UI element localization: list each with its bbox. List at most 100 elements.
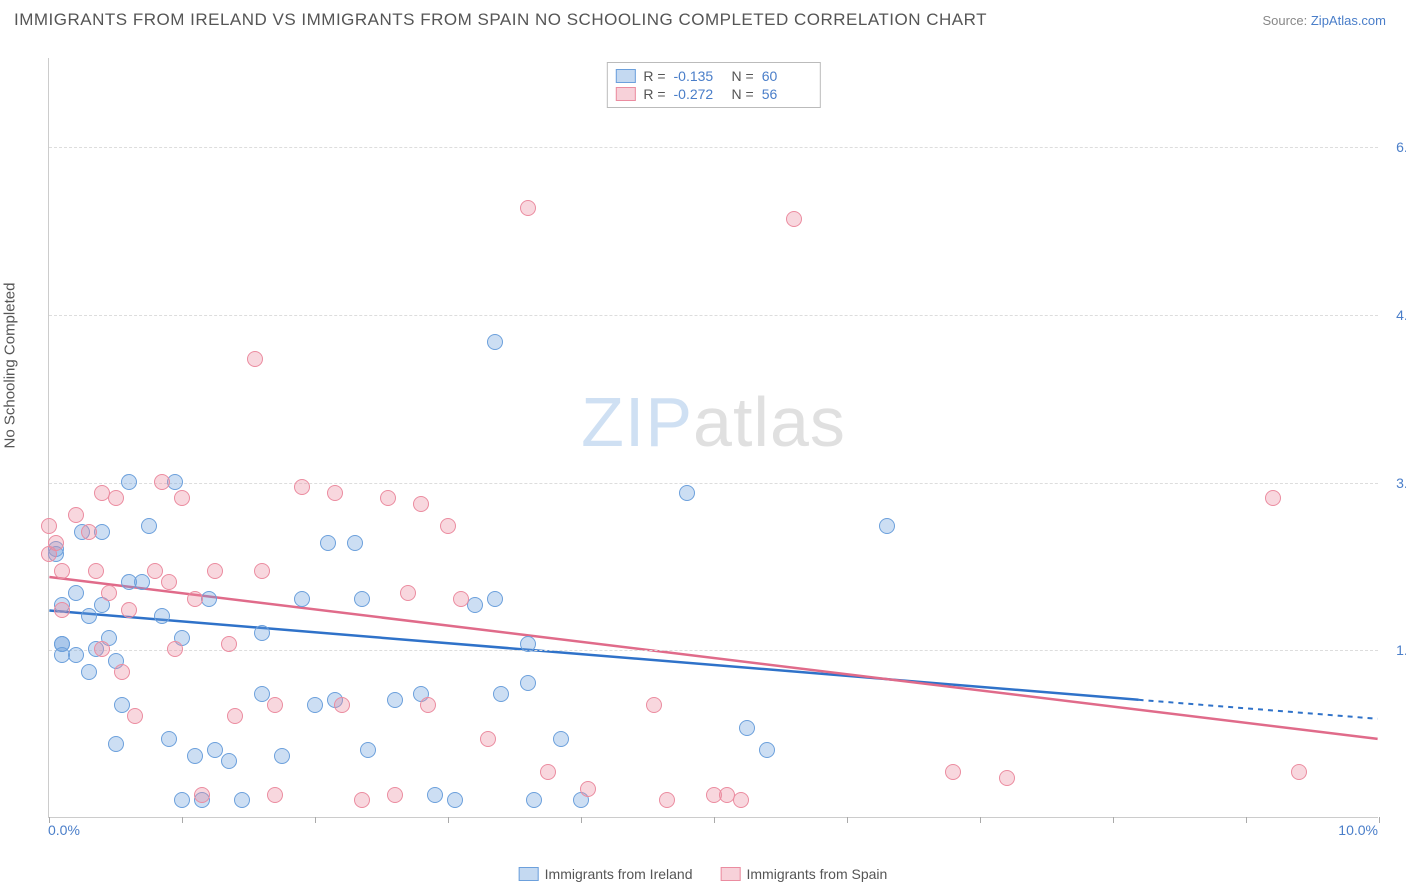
data-point [520, 200, 536, 216]
data-point [487, 334, 503, 350]
data-point [520, 675, 536, 691]
data-point [81, 664, 97, 680]
data-point [194, 787, 210, 803]
series-legend: Immigrants from Ireland Immigrants from … [519, 866, 888, 882]
data-point [294, 479, 310, 495]
data-point [174, 490, 190, 506]
y-axis-title: No Schooling Completed [2, 283, 19, 449]
data-point [121, 602, 137, 618]
data-point [221, 753, 237, 769]
data-point [68, 585, 84, 601]
data-point [646, 697, 662, 713]
data-point [999, 770, 1015, 786]
data-point [739, 720, 755, 736]
data-point [154, 474, 170, 490]
data-point [54, 602, 70, 618]
data-point [347, 535, 363, 551]
chart-title: IMMIGRANTS FROM IRELAND VS IMMIGRANTS FR… [14, 10, 987, 30]
data-point [267, 697, 283, 713]
data-point [945, 764, 961, 780]
data-point [360, 742, 376, 758]
data-point [580, 781, 596, 797]
data-point [420, 697, 436, 713]
data-point [1265, 490, 1281, 506]
data-point [254, 686, 270, 702]
data-point [134, 574, 150, 590]
data-point [161, 574, 177, 590]
source-label: Source: ZipAtlas.com [1262, 13, 1386, 28]
y-tick-label: 6.0% [1396, 139, 1406, 155]
source-link[interactable]: ZipAtlas.com [1311, 13, 1386, 28]
gridline [49, 483, 1378, 484]
y-tick-label: 3.0% [1396, 475, 1406, 491]
data-point [659, 792, 675, 808]
data-point [94, 641, 110, 657]
data-point [733, 792, 749, 808]
data-point [41, 518, 57, 534]
data-point [167, 641, 183, 657]
data-point [154, 608, 170, 624]
trend-line [49, 611, 1138, 700]
data-point [48, 535, 64, 551]
trend-line [49, 577, 1377, 739]
data-point [68, 507, 84, 523]
data-point [520, 636, 536, 652]
data-point [679, 485, 695, 501]
data-point [121, 474, 137, 490]
scatter-chart: ZIPatlas R = -0.135 N = 60 R = -0.272 N … [48, 58, 1378, 818]
data-point [354, 591, 370, 607]
data-point [254, 625, 270, 641]
data-point [68, 647, 84, 663]
data-point [81, 524, 97, 540]
data-point [400, 585, 416, 601]
data-point [207, 563, 223, 579]
gridline [49, 147, 1378, 148]
data-point [267, 787, 283, 803]
data-point [254, 563, 270, 579]
gridline [49, 650, 1378, 651]
data-point [108, 490, 124, 506]
data-point [88, 563, 104, 579]
data-point [147, 563, 163, 579]
data-point [453, 591, 469, 607]
data-point [759, 742, 775, 758]
trend-lines [49, 58, 1378, 817]
data-point [553, 731, 569, 747]
data-point [294, 591, 310, 607]
data-point [221, 636, 237, 652]
data-point [493, 686, 509, 702]
data-point [247, 351, 263, 367]
data-point [81, 608, 97, 624]
data-point [447, 792, 463, 808]
data-point [307, 697, 323, 713]
x-axis-labels: 0.0% 10.0% [48, 822, 1378, 838]
data-point [879, 518, 895, 534]
data-point [354, 792, 370, 808]
data-point [141, 518, 157, 534]
data-point [114, 697, 130, 713]
data-point [387, 692, 403, 708]
data-point [413, 496, 429, 512]
gridline [49, 315, 1378, 316]
data-point [108, 736, 124, 752]
data-point [54, 563, 70, 579]
legend-swatch-b [721, 867, 741, 881]
data-point [1291, 764, 1307, 780]
data-point [427, 787, 443, 803]
data-point [187, 748, 203, 764]
data-point [320, 535, 336, 551]
data-point [480, 731, 496, 747]
data-point [540, 764, 556, 780]
data-point [440, 518, 456, 534]
data-point [227, 708, 243, 724]
x-tick [1379, 817, 1380, 823]
data-point [174, 792, 190, 808]
data-point [387, 787, 403, 803]
data-point [127, 708, 143, 724]
y-tick-label: 1.5% [1396, 642, 1406, 658]
data-point [334, 697, 350, 713]
data-point [274, 748, 290, 764]
legend-swatch-a [519, 867, 539, 881]
data-point [487, 591, 503, 607]
y-tick-label: 4.5% [1396, 307, 1406, 323]
